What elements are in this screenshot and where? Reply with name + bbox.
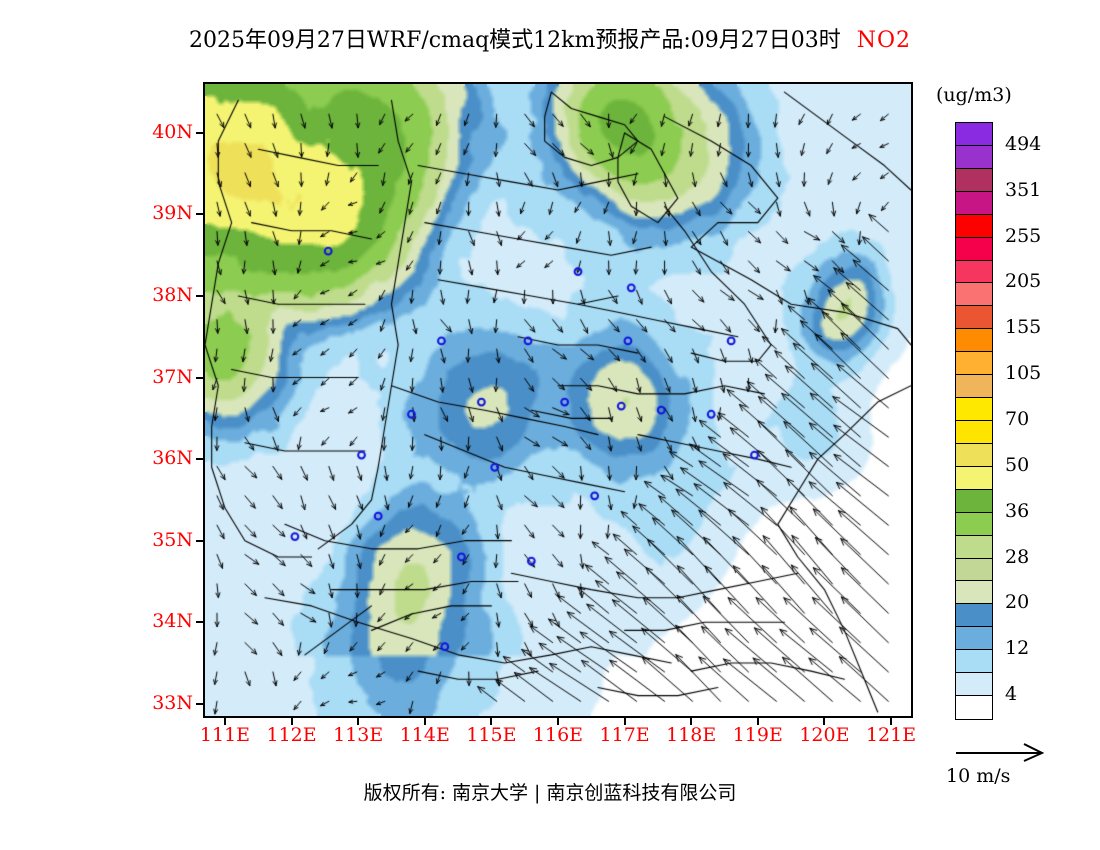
y-axis-tick bbox=[196, 539, 204, 542]
y-axis-tick-label: 35N bbox=[152, 528, 193, 551]
x-axis-tick bbox=[357, 717, 360, 725]
x-axis-tick bbox=[223, 717, 226, 725]
colorbar-tick-label: 351 bbox=[1005, 178, 1042, 201]
x-axis-tick bbox=[490, 717, 493, 725]
x-axis-tick bbox=[423, 717, 426, 725]
x-axis-tick bbox=[890, 717, 893, 725]
colorbar-tick-label: 105 bbox=[1005, 362, 1042, 385]
no2-concentration-map bbox=[205, 84, 911, 716]
colorbar-tick-label: 70 bbox=[1005, 408, 1030, 430]
x-axis-tick-label: 114E bbox=[399, 724, 450, 746]
colorbar-units-label: (ug/m3) bbox=[936, 84, 1012, 106]
colorbar-band bbox=[956, 398, 992, 421]
colorbar-band bbox=[956, 329, 992, 353]
y-axis-tick bbox=[196, 702, 204, 705]
colorbar-band bbox=[956, 352, 992, 376]
y-axis-tick-label: 38N bbox=[152, 284, 193, 307]
colorbar bbox=[955, 122, 993, 720]
chart-title: 2025年09月27日WRF/cmaq模式12km预报产品:09月27日03时 N… bbox=[0, 22, 1100, 54]
colorbar-tick-label: 20 bbox=[1005, 591, 1030, 614]
x-axis-tick-label: 121E bbox=[865, 724, 917, 746]
y-axis-tick bbox=[196, 131, 204, 134]
x-axis-tick-label: 111E bbox=[199, 724, 251, 746]
x-axis-tick bbox=[290, 717, 293, 725]
colorbar-band bbox=[956, 168, 992, 192]
colorbar-tick-label: 494 bbox=[1005, 132, 1042, 155]
colorbar-tick-label: 4 bbox=[1005, 683, 1018, 706]
colorbar-band bbox=[956, 237, 992, 261]
colorbar-band bbox=[956, 375, 992, 399]
y-axis-tick-label: 40N bbox=[152, 120, 193, 143]
colorbar-band bbox=[956, 123, 992, 146]
x-axis-tick-label: 113E bbox=[333, 724, 384, 746]
y-axis-tick bbox=[196, 621, 204, 624]
chart-title-species: NO2 bbox=[856, 28, 912, 53]
colorbar-band bbox=[956, 420, 992, 444]
colorbar-band bbox=[956, 696, 992, 719]
colorbar-band bbox=[956, 214, 992, 238]
colorbar-tick-label: 12 bbox=[1005, 637, 1030, 660]
x-axis-tick-label: 112E bbox=[266, 724, 317, 746]
y-axis-tick-label: 34N bbox=[152, 610, 193, 633]
y-axis-tick-label: 36N bbox=[152, 447, 193, 470]
x-axis-tick-label: 117E bbox=[599, 724, 650, 746]
colorbar-band bbox=[956, 466, 992, 490]
colorbar-band bbox=[956, 489, 992, 513]
x-axis-tick bbox=[690, 717, 693, 725]
chart-title-main: 2025年09月27日WRF/cmaq模式12km预报产品:09月27日03时 bbox=[188, 28, 841, 53]
colorbar-band bbox=[956, 535, 992, 559]
colorbar-band bbox=[956, 673, 992, 697]
colorbar-band bbox=[956, 443, 992, 467]
wind-scale-key: 10 m/s bbox=[946, 742, 1086, 787]
x-axis-tick-label: 120E bbox=[799, 724, 850, 746]
colorbar-tick-label: 205 bbox=[1005, 270, 1042, 293]
footer-right: 南京创蓝科技有限公司 bbox=[546, 782, 737, 804]
y-axis-tick bbox=[196, 376, 204, 379]
y-axis-tick-label: 33N bbox=[152, 691, 193, 714]
copyright-footer: 版权所有: 南京大学 | 南京创蓝科技有限公司 bbox=[0, 778, 1100, 805]
colorbar-tick-label: 255 bbox=[1005, 224, 1042, 247]
x-axis-tick-label: 116E bbox=[532, 724, 584, 746]
y-axis-tick bbox=[196, 213, 204, 216]
x-axis-tick-label: 118E bbox=[666, 724, 717, 746]
colorbar-band bbox=[956, 650, 992, 674]
x-axis-tick bbox=[623, 717, 626, 725]
colorbar-tick-label: 36 bbox=[1005, 499, 1030, 522]
footer-left: 版权所有: 南京大学 bbox=[363, 782, 529, 804]
colorbar-band bbox=[956, 191, 992, 215]
colorbar-tick-label: 50 bbox=[1005, 453, 1030, 476]
colorbar-band bbox=[956, 604, 992, 628]
x-axis-tick bbox=[557, 717, 559, 725]
x-axis-tick-label: 115E bbox=[466, 724, 517, 746]
colorbar-tick-label: 155 bbox=[1005, 316, 1042, 339]
map-plot-frame bbox=[203, 82, 913, 718]
wind-scale-arrow bbox=[956, 743, 1045, 762]
y-axis-tick bbox=[196, 295, 204, 298]
colorbar-band bbox=[956, 512, 992, 536]
colorbar-band bbox=[956, 283, 992, 307]
x-axis-tick bbox=[823, 717, 826, 725]
y-axis-tick bbox=[196, 458, 204, 461]
wind-scale-label: 10 m/s bbox=[946, 765, 1011, 787]
footer-separator: | bbox=[534, 782, 541, 804]
colorbar-band bbox=[956, 627, 992, 651]
y-axis-tick-label: 37N bbox=[152, 365, 193, 388]
colorbar-band bbox=[956, 145, 992, 169]
x-axis-tick bbox=[756, 717, 759, 725]
colorbar-band bbox=[956, 260, 992, 284]
x-axis-tick-label: 119E bbox=[732, 724, 783, 746]
colorbar-band bbox=[956, 306, 992, 330]
y-axis-tick-label: 39N bbox=[152, 202, 193, 225]
colorbar-tick-label: 28 bbox=[1005, 545, 1030, 568]
colorbar-band bbox=[956, 581, 992, 605]
colorbar-band bbox=[956, 558, 992, 582]
